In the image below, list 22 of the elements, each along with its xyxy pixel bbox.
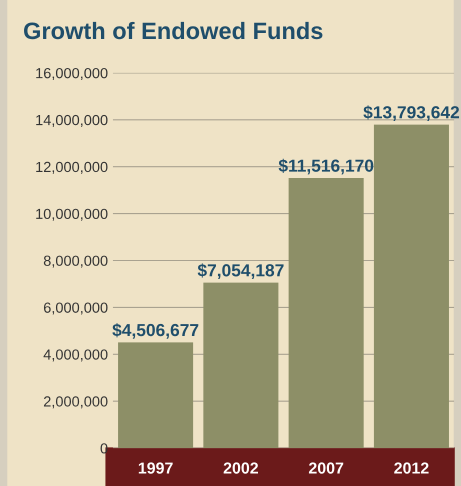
y-tick-label: 10,000,000 (36, 208, 108, 221)
y-tick-label: 12,000,000 (36, 162, 108, 174)
bar (203, 282, 278, 448)
y-tick-label: 16,000,000 (36, 68, 108, 80)
x-tick-label: 2012 (394, 462, 429, 474)
data-label: $13,793,642 (363, 105, 460, 121)
y-tick-label: 4,000,000 (44, 349, 108, 362)
bar (374, 124, 449, 448)
y-tick-label: 8,000,000 (44, 256, 108, 268)
bar (118, 342, 194, 448)
x-tick-label: 2007 (308, 462, 344, 474)
x-tick-label: 1997 (138, 462, 173, 474)
data-label: $11,516,170 (278, 158, 374, 174)
y-tick-label: 0 (100, 443, 108, 454)
y-tick-label: 2,000,000 (44, 396, 108, 408)
bar (288, 178, 364, 448)
y-tick-label: 14,000,000 (36, 114, 108, 127)
chart-title: Growth of Endowed Funds (24, 22, 322, 40)
y-tick-label: 6,000,000 (44, 302, 108, 315)
data-label: $4,506,677 (112, 323, 198, 339)
x-tick-label: 2002 (224, 462, 258, 474)
data-label: $7,054,187 (198, 263, 284, 279)
